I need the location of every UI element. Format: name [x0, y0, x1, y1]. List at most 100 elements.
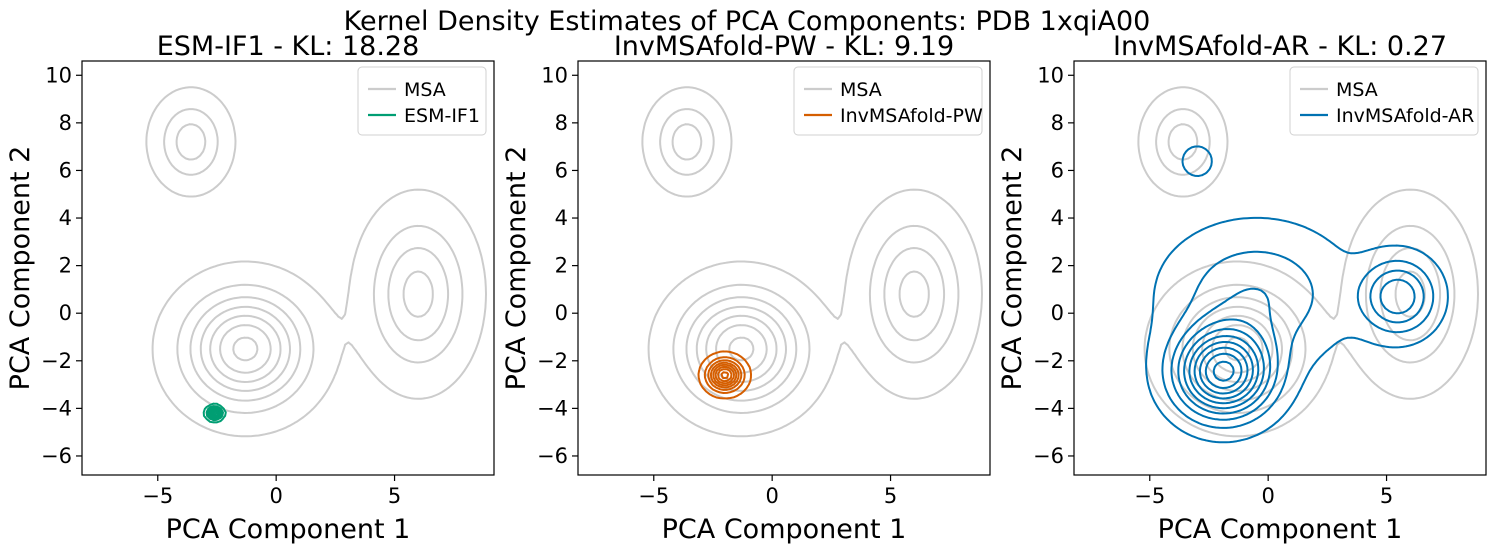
y-tick-label: 10: [45, 63, 72, 87]
esm-if1-contour-8: [212, 411, 216, 415]
msa-contour-6: [219, 324, 272, 374]
y-tick-label: 6: [1051, 158, 1064, 182]
esm-if1-density: [202, 402, 227, 424]
y-tick-label: 10: [541, 63, 568, 87]
y-tick-label: 0: [555, 301, 568, 325]
x-axis-label: PCA Component 1: [166, 514, 411, 544]
legend: MSA ESM-IF1: [357, 66, 487, 136]
msa-contour-3: [175, 123, 450, 402]
x-tick-label: 5: [884, 484, 897, 508]
x-axis-label: PCA Component 1: [662, 514, 907, 544]
y-tick-label: −2: [41, 349, 72, 373]
invmsafold-ar-contour-3: [1170, 269, 1425, 421]
msa-density: [145, 86, 487, 438]
y-tick-label: −6: [537, 444, 568, 468]
y-tick-label: 8: [59, 111, 72, 135]
legend-box: [1289, 66, 1479, 136]
esm-if1-contour-2: [205, 405, 224, 422]
invmsafold-ar-contour-5: [1183, 328, 1265, 410]
x-tick-label: −5: [638, 484, 669, 508]
legend-entry: MSA: [1336, 79, 1378, 101]
invmsafold-pw-contour-4: [709, 361, 740, 389]
plot-area: [145, 86, 487, 438]
invmsafold-pw-contour-7: [717, 368, 733, 383]
invmsafold-pw-contour-6: [714, 365, 735, 385]
y-tick-label: −4: [41, 396, 72, 420]
invmsafold-ar-density: [1145, 145, 1449, 444]
y-tick-label: 8: [555, 111, 568, 135]
legend: MSA InvMSAfold-AR: [1289, 66, 1479, 136]
y-axis-label: PCA Component 2: [997, 146, 1028, 391]
y-tick-label: 4: [1051, 206, 1064, 230]
legend-entry: MSA: [404, 79, 446, 101]
axes-frame: [1073, 60, 1487, 476]
plot-area: [641, 86, 983, 438]
y-tick-label: 2: [1051, 254, 1064, 278]
msa-density: [1137, 86, 1479, 438]
x-axis-label: PCA Component 1: [1158, 514, 1403, 544]
y-tick-label: 6: [555, 158, 568, 182]
y-tick-label: 2: [555, 254, 568, 278]
panel-title: InvMSAfold-PW - KL: 9.19: [614, 31, 954, 62]
y-tick-label: 10: [1037, 63, 1064, 87]
invmsafold-pw-contour-8: [720, 371, 730, 380]
msa-contour-1: [641, 86, 983, 438]
y-axis-label: PCA Component 2: [5, 146, 36, 391]
esm-if1-contour-1: [202, 402, 227, 424]
figure-suptitle: Kernel Density Estimates of PCA Componen…: [344, 6, 1151, 37]
invmsafold-ar-contour-2: [1161, 250, 1435, 429]
invmsafold-ar-contour-9: [1204, 352, 1243, 389]
msa-contour-5: [209, 314, 282, 383]
y-tick-label: −2: [1033, 349, 1064, 373]
axes-frame: [577, 60, 991, 476]
legend-entry: InvMSAfold-AR: [1336, 105, 1474, 127]
y-tick-label: −6: [1033, 444, 1064, 468]
msa-contour-4: [199, 270, 434, 392]
invmsafold-ar-contour-7: [1193, 341, 1254, 400]
y-tick-label: −4: [537, 396, 568, 420]
legend-box: [793, 66, 983, 136]
msa-contour-4: [695, 270, 930, 392]
invmsafold-ar-contour-6: [1188, 335, 1260, 405]
y-tick-label: 0: [59, 301, 72, 325]
x-tick-label: −5: [142, 484, 173, 508]
legend: MSA InvMSAfold-PW: [793, 66, 983, 136]
msa-density: [641, 86, 983, 438]
invmsafold-ar-contour-10: [1212, 360, 1235, 382]
y-tick-label: 0: [1051, 301, 1064, 325]
invmsafold-ar-contour-4: [1177, 278, 1416, 415]
x-tick-label: 0: [1261, 484, 1274, 508]
invmsafold-pw-contour-2: [703, 356, 746, 394]
x-tick-label: 0: [765, 484, 778, 508]
x-tick-label: 0: [269, 484, 282, 508]
y-tick-label: 4: [59, 206, 72, 230]
legend-entry: ESM-IF1: [404, 105, 480, 127]
legend-box: [357, 66, 487, 136]
plot-area: [1137, 86, 1479, 444]
y-tick-label: −4: [1033, 396, 1064, 420]
x-tick-label: −5: [1134, 484, 1165, 508]
y-axis-label: PCA Component 2: [501, 146, 532, 391]
y-tick-label: 6: [59, 158, 72, 182]
msa-contour-7: [232, 336, 259, 362]
axes-frame: [81, 60, 495, 476]
invmsafold-pw-contour-5: [712, 363, 738, 387]
x-tick-label: 5: [388, 484, 401, 508]
legend-entry: InvMSAfold-PW: [840, 105, 983, 127]
legend-entry: MSA: [840, 79, 882, 101]
y-tick-label: 4: [555, 206, 568, 230]
msa-contour-2: [659, 108, 960, 414]
panel-title: ESM-IF1 - KL: 18.28: [157, 31, 420, 62]
kde-panel-2: −5 0 5 −6 −4 −2 0 2 4 6 8 10 InvMSAfold-PW - KL: 9.1…: [501, 31, 991, 544]
invmsafold-pw-contour-1: [697, 350, 752, 400]
y-tick-label: −6: [41, 444, 72, 468]
y-tick-label: 8: [1051, 111, 1064, 135]
x-tick-label: 5: [1380, 484, 1393, 508]
panel-title: InvMSAfold-AR - KL: 0.27: [1113, 31, 1447, 62]
msa-contour-1: [145, 86, 487, 438]
y-tick-label: −2: [537, 349, 568, 373]
kde-panel-1: −5 0 5 −6 −4 −2 0 2 4 6 8 10 ESM-IF1 - KL: 18.28 PCA …: [5, 31, 495, 544]
invmsafold-pw-density: [697, 350, 752, 400]
invmsafold-ar-contour-8: [1198, 346, 1249, 395]
